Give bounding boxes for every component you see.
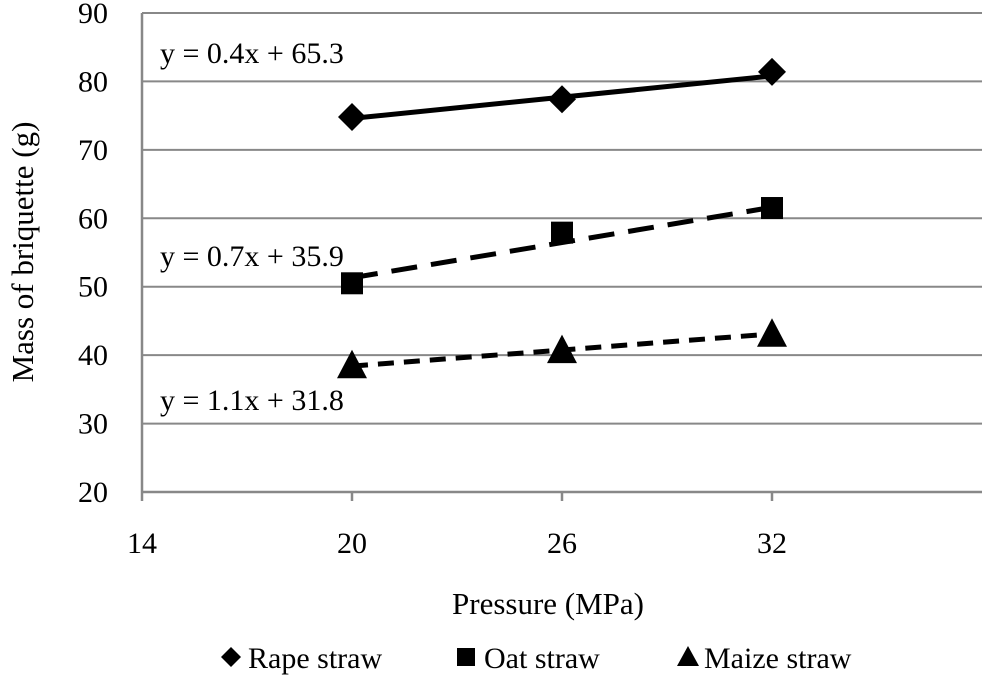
oat-straw-legend-label: Oat straw	[484, 642, 600, 675]
y-tick-label-60: 60	[78, 202, 108, 235]
y-tick-label-80: 80	[78, 65, 108, 98]
oat-straw-equation-label: y = 0.7x + 35.9	[160, 240, 344, 273]
y-tick-label-50: 50	[78, 271, 108, 304]
oat-straw-legend-marker	[457, 648, 475, 666]
maize-straw-point-20	[337, 349, 367, 379]
maize-straw-legend-label: Maize straw	[704, 642, 852, 675]
y-tick-label-30: 30	[78, 408, 108, 441]
maize-straw-equation-label: y = 1.1x + 31.8	[160, 384, 344, 417]
rape-straw-point-20	[338, 103, 366, 132]
marker-layer	[337, 57, 787, 379]
x-tick-label-26: 26	[547, 527, 577, 560]
y-tick-label-20: 20	[78, 476, 108, 509]
x-tick-label-32: 32	[757, 527, 787, 560]
rape-straw-point-32	[758, 57, 786, 86]
y-axis-title: Mass of briquette (g)	[5, 122, 40, 383]
maize-straw-point-32	[757, 318, 787, 347]
grid-layer	[142, 12, 982, 425]
maize-straw-legend-marker	[677, 646, 699, 666]
oat-straw-point-20	[341, 272, 363, 295]
legend: Rape straw Oat straw Maize straw	[221, 642, 852, 675]
y-tick-label-40: 40	[78, 339, 108, 372]
rape-straw-equation-label: y = 0.4x + 65.3	[160, 37, 344, 70]
maize-straw-point-26	[547, 334, 577, 364]
x-tick-label-20: 20	[337, 527, 367, 560]
axis-layer: 20 30 40 50 60 70 80 90 14 20 26 32 Pressure (MPa) Ma…	[5, 0, 982, 621]
rape-straw-point-26	[548, 85, 576, 114]
y-tick-label-90: 90	[78, 0, 108, 30]
oat-straw-point-32	[761, 197, 783, 220]
rape-straw-legend-marker	[221, 647, 241, 667]
y-tick-label-70: 70	[78, 134, 108, 167]
x-tick-label-14: 14	[127, 527, 157, 560]
label-layer: y = 0.4x + 65.3 y = 0.7x + 35.9 y = 1.1x +…	[160, 37, 344, 417]
rape-straw-legend-label: Rape straw	[248, 642, 382, 675]
oat-straw-point-26	[551, 221, 573, 244]
x-axis-title: Pressure (MPa)	[452, 586, 644, 621]
trendline-layer	[351, 73, 773, 369]
